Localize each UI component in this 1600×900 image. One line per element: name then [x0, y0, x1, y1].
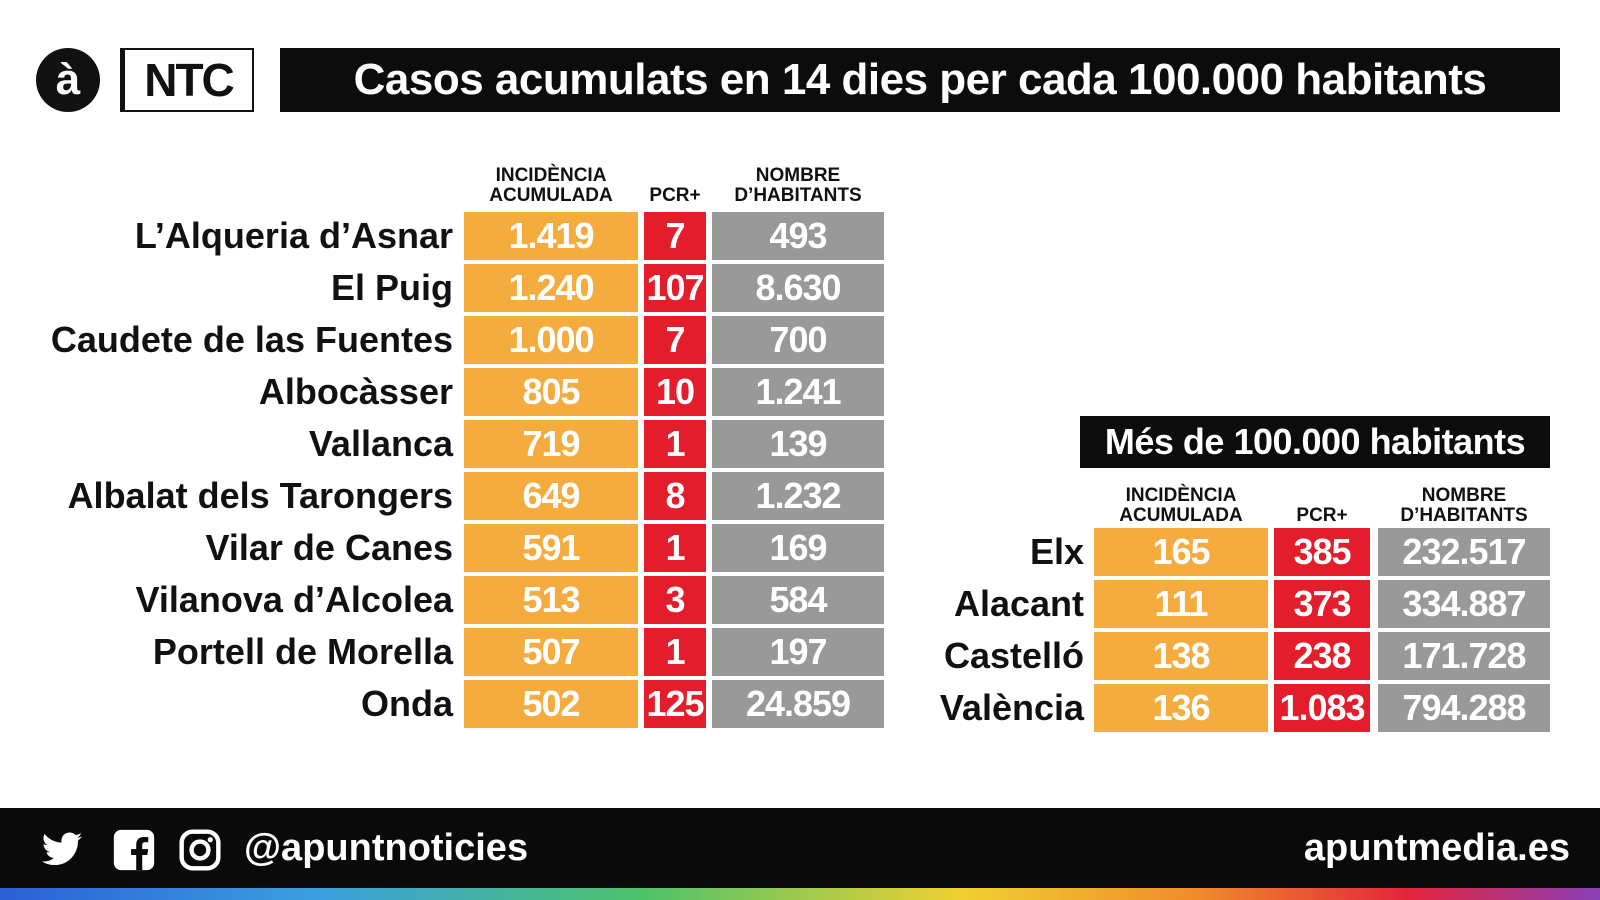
incidence-cell: 111: [1094, 580, 1268, 628]
pcr-cell: 238: [1274, 632, 1370, 680]
incidence-cell: 1.240: [464, 264, 638, 312]
population-cell: 139: [712, 420, 884, 468]
right-header-pcr: PCR+: [1296, 505, 1348, 526]
incidence-cell: 649: [464, 472, 638, 520]
right-header-population-line1: NOMBRE: [1421, 485, 1507, 506]
table-row: Elx 165 385 232.517: [0, 528, 1560, 576]
table-row: Castelló 138 238 171.728: [0, 632, 1560, 680]
incidence-cell: 805: [464, 368, 638, 416]
incidence-cell: 1.000: [464, 316, 638, 364]
right-header-incidence-line2: ACUMULADA: [1119, 505, 1243, 526]
pcr-cell: 1: [644, 628, 706, 676]
footer-bar: @apuntnoticies apuntmedia.es: [0, 808, 1600, 888]
population-cell: 493: [712, 212, 884, 260]
municipality-name: Onda: [360, 683, 453, 724]
incidence-cell: 502: [464, 680, 638, 728]
population-cell: 171.728: [1378, 632, 1550, 680]
table-row: València 136 1.083 794.288: [0, 684, 1560, 732]
left-header-incidence-line2: ACUMULADA: [489, 185, 613, 206]
instagram-icon[interactable]: [178, 828, 222, 872]
right-header-population: NOMBRE D’HABITANTS: [1378, 486, 1550, 526]
left-header-population: NOMBRE D’HABITANTS: [712, 166, 884, 206]
table-row: Caudete de las Fuentes 1.000 7 700: [0, 316, 900, 364]
incidence-cell: 136: [1094, 684, 1268, 732]
table-row: Onda 502 125 24.859: [0, 680, 900, 728]
left-header-pcr: PCR+: [649, 185, 701, 206]
large-cities-subtitle-text: Més de 100.000 habitants: [1104, 421, 1526, 462]
apunt-logo-letter: à: [55, 55, 81, 104]
population-cell: 1.241: [712, 368, 884, 416]
population-cell: 169: [712, 524, 884, 572]
table-row: Portell de Morella 507 1 197: [0, 628, 900, 676]
municipality-name: Vallanca: [308, 423, 453, 464]
city-name: Elx: [1029, 531, 1084, 572]
table-row: Vilar de Canes 591 1 169: [0, 524, 900, 572]
ntc-logo: NTC: [120, 48, 254, 112]
population-cell: 1.232: [712, 472, 884, 520]
population-cell: 700: [712, 316, 884, 364]
population-cell: 8.630: [712, 264, 884, 312]
twitter-icon[interactable]: [40, 828, 84, 872]
table-row: Vilanova d’Alcolea 513 3 584: [0, 576, 900, 624]
incidence-cell: 507: [464, 628, 638, 676]
pcr-cell: 7: [644, 212, 706, 260]
municipality-name: Albocàsser: [258, 371, 453, 412]
left-header-incidence-line1: INCIDÈNCIA: [495, 165, 607, 186]
facebook-icon[interactable]: [112, 828, 156, 872]
large-cities-subtitle: Més de 100.000 habitants: [1080, 416, 1550, 468]
table-row: Albalat dels Tarongers 649 8 1.232: [0, 472, 900, 520]
page-title-text: Casos acumulats en 14 dies per cada 100.…: [353, 55, 1487, 104]
city-name: València: [939, 687, 1084, 728]
pcr-cell: 385: [1274, 528, 1370, 576]
apunt-logo: à: [36, 48, 100, 112]
pcr-cell: 10: [644, 368, 706, 416]
municipality-name: Albalat dels Tarongers: [67, 475, 453, 516]
incidence-cell: 165: [1094, 528, 1268, 576]
right-header-incidence-line1: INCIDÈNCIA: [1125, 485, 1237, 506]
pcr-cell: 373: [1274, 580, 1370, 628]
population-cell: 584: [712, 576, 884, 624]
pcr-cell: 107: [644, 264, 706, 312]
pcr-cell: 1.083: [1274, 684, 1370, 732]
pcr-cell: 7: [644, 316, 706, 364]
right-header-incidence: INCIDÈNCIA ACUMULADA: [1094, 486, 1268, 526]
municipality-name: Caudete de las Fuentes: [50, 319, 453, 360]
website-link[interactable]: apuntmedia.es: [1303, 827, 1570, 869]
incidence-cell: 513: [464, 576, 638, 624]
population-cell: 24.859: [712, 680, 884, 728]
social-handle[interactable]: @apuntnoticies: [244, 827, 529, 869]
pcr-cell: 8: [644, 472, 706, 520]
population-cell: 197: [712, 628, 884, 676]
incidence-cell: 1.419: [464, 212, 638, 260]
right-header-population-line2: D’HABITANTS: [1400, 505, 1528, 526]
incidence-cell: 138: [1094, 632, 1268, 680]
table-row: Alacant 111 373 334.887: [0, 580, 1560, 628]
left-header-population-line1: NOMBRE: [755, 165, 841, 186]
population-cell: 794.288: [1378, 684, 1550, 732]
city-name: Alacant: [953, 583, 1084, 624]
city-name: Castelló: [943, 635, 1084, 676]
table-row: L’Alqueria d’Asnar 1.419 7 493: [0, 212, 900, 260]
rainbow-stripe: [0, 888, 1600, 900]
population-cell: 334.887: [1378, 580, 1550, 628]
municipality-name: Vilar de Canes: [205, 527, 453, 568]
pcr-cell: 1: [644, 524, 706, 572]
population-cell: 232.517: [1378, 528, 1550, 576]
municipality-name: L’Alqueria d’Asnar: [134, 215, 453, 256]
table-row: Vallanca 719 1 139: [0, 420, 900, 468]
municipality-name: Portell de Morella: [152, 631, 453, 672]
table-row: El Puig 1.240 107 8.630: [0, 264, 900, 312]
municipality-name: El Puig: [330, 267, 453, 308]
incidence-cell: 591: [464, 524, 638, 572]
pcr-cell: 3: [644, 576, 706, 624]
municipality-name: Vilanova d’Alcolea: [135, 579, 453, 620]
table-row: Albocàsser 805 10 1.241: [0, 368, 900, 416]
ntc-logo-text: NTC: [144, 54, 235, 106]
left-header-population-line2: D’HABITANTS: [734, 185, 862, 206]
incidence-cell: 719: [464, 420, 638, 468]
page-title: Casos acumulats en 14 dies per cada 100.…: [280, 48, 1560, 112]
left-header-incidence: INCIDÈNCIA ACUMULADA: [464, 166, 638, 206]
pcr-cell: 125: [644, 680, 706, 728]
pcr-cell: 1: [644, 420, 706, 468]
